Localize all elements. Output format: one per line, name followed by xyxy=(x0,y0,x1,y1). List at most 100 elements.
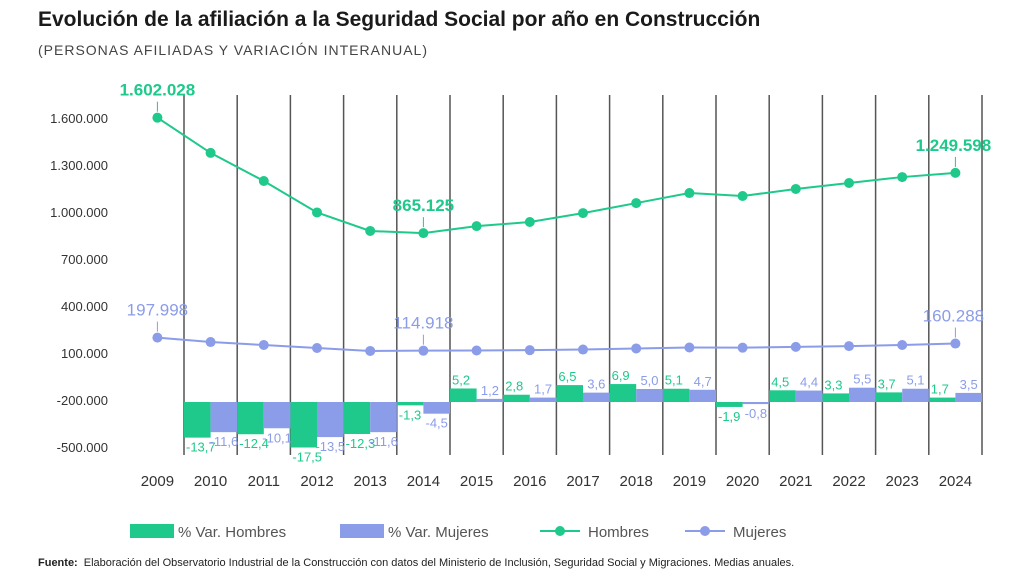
x-tick-label: 2017 xyxy=(566,473,599,490)
chart-title: Evolución de la afiliación a la Segurida… xyxy=(38,8,761,31)
x-tick-label: 2018 xyxy=(620,473,653,490)
bar-var-mujeres xyxy=(263,402,291,429)
legend-swatch xyxy=(130,524,174,538)
point-mujeres xyxy=(471,345,482,356)
annotation-hombres: 1.602.028 xyxy=(120,81,196,100)
legend-label: % Var. Mujeres xyxy=(388,524,489,541)
point-hombres xyxy=(152,112,163,123)
point-hombres xyxy=(844,178,854,189)
bar-var-hombres xyxy=(290,402,317,448)
x-tick-label: 2011 xyxy=(248,473,280,490)
bar-var-mujeres xyxy=(423,402,450,414)
bar-data-label: 3,5 xyxy=(960,377,978,392)
point-mujeres xyxy=(524,345,535,356)
bar-var-mujeres xyxy=(689,389,716,402)
bar-var-hombres xyxy=(609,384,637,402)
bar-data-label: 2,8 xyxy=(505,379,523,394)
footer-label: Fuente: xyxy=(38,557,78,569)
bar-data-label: -1,9 xyxy=(718,409,740,424)
point-hombres xyxy=(365,225,376,236)
bar-data-label: 3,3 xyxy=(824,377,842,392)
bar-var-hombres xyxy=(822,393,849,402)
point-mujeres xyxy=(897,340,908,351)
bar-data-label: -17,5 xyxy=(292,450,322,465)
bar-data-label: -12,4 xyxy=(239,436,269,451)
footer-source: Fuente: Elaboración del Observatorio Indu… xyxy=(38,557,794,569)
bar-var-mujeres xyxy=(742,402,770,405)
annotation-mujeres: 160.288 xyxy=(923,307,984,326)
bar-var-mujeres xyxy=(795,390,823,402)
point-hombres xyxy=(631,198,642,209)
legend-marker xyxy=(700,526,710,536)
bar-var-hombres xyxy=(184,402,211,438)
point-mujeres xyxy=(790,341,801,352)
bar-var-hombres xyxy=(450,388,477,402)
point-mujeres xyxy=(737,342,748,353)
x-tick-label: 2020 xyxy=(726,473,759,490)
point-mujeres xyxy=(152,332,163,343)
y-tick-label: 1.000.000 xyxy=(50,205,108,220)
bar-data-label: 6,9 xyxy=(612,368,630,383)
bar-var-mujeres xyxy=(583,392,610,402)
y-tick-label: 1.300.000 xyxy=(50,158,108,173)
point-mujeres xyxy=(684,342,695,353)
x-tick-label: 2013 xyxy=(354,473,387,490)
line-hombres xyxy=(156,116,956,235)
bar-data-label: -4,5 xyxy=(425,416,447,431)
bar-var-mujeres xyxy=(529,397,557,402)
point-hombres xyxy=(205,147,216,158)
x-tick-label: 2012 xyxy=(300,473,333,490)
bar-data-label: 4,5 xyxy=(771,374,789,389)
bar-var-hombres xyxy=(875,392,903,402)
bar-data-label: 5,1 xyxy=(906,373,924,388)
bar-var-mujeres xyxy=(902,388,929,402)
legend-label: Hombres xyxy=(588,524,649,541)
bar-var-hombres xyxy=(716,402,743,407)
point-hombres xyxy=(950,167,961,178)
bar-var-mujeres xyxy=(476,398,504,402)
point-hombres xyxy=(258,175,269,186)
bar-data-label: -11,6 xyxy=(369,434,398,449)
x-tick-label: 2024 xyxy=(939,473,972,490)
x-tick-label: 2015 xyxy=(460,473,493,490)
bar-data-label: -0,8 xyxy=(745,406,767,421)
point-hombres xyxy=(418,228,429,239)
bar-var-hombres xyxy=(396,402,424,406)
bar-var-mujeres xyxy=(636,389,663,402)
legend-swatch xyxy=(340,524,384,538)
point-mujeres xyxy=(418,345,429,356)
bar-data-label: 3,6 xyxy=(587,377,605,392)
x-tick-label: 2010 xyxy=(194,473,227,490)
annotation-hombres: 1.249.598 xyxy=(916,136,992,155)
annotation-mujeres: 114.918 xyxy=(393,314,453,333)
bar-data-label: 5,5 xyxy=(853,372,871,387)
point-mujeres xyxy=(950,338,961,349)
point-hombres xyxy=(578,208,588,219)
bar-var-hombres xyxy=(556,385,583,402)
bar-data-label: 1,7 xyxy=(534,382,552,397)
bar-var-hombres xyxy=(662,388,690,402)
bar-data-label: 1,7 xyxy=(931,382,949,397)
legend-label: % Var. Hombres xyxy=(178,524,286,541)
legend-marker xyxy=(555,526,565,536)
x-tick-label: 2014 xyxy=(407,473,440,490)
bar-data-label: 1,2 xyxy=(481,383,499,398)
bar-data-label: -10,1 xyxy=(262,430,292,445)
legend-label: Mujeres xyxy=(733,524,786,541)
bar-var-hombres xyxy=(769,390,796,402)
point-hombres xyxy=(312,207,322,218)
y-tick-label: 700.000 xyxy=(61,252,108,267)
point-hombres xyxy=(737,191,748,202)
bar-var-mujeres xyxy=(210,402,238,433)
point-hombres xyxy=(897,172,908,183)
point-mujeres xyxy=(365,345,376,356)
x-tick-label: 2023 xyxy=(886,473,919,490)
y-tick-label: 100.000 xyxy=(61,346,108,361)
point-mujeres xyxy=(578,344,588,355)
bar-var-hombres xyxy=(503,394,530,402)
bar-var-mujeres xyxy=(955,392,982,402)
x-tick-label: 2016 xyxy=(513,473,546,490)
bar-var-hombres xyxy=(928,397,956,402)
bar-data-label: -11,6 xyxy=(210,434,239,449)
